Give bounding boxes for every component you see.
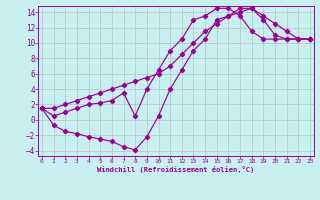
X-axis label: Windchill (Refroidissement éolien,°C): Windchill (Refroidissement éolien,°C) bbox=[97, 166, 255, 173]
